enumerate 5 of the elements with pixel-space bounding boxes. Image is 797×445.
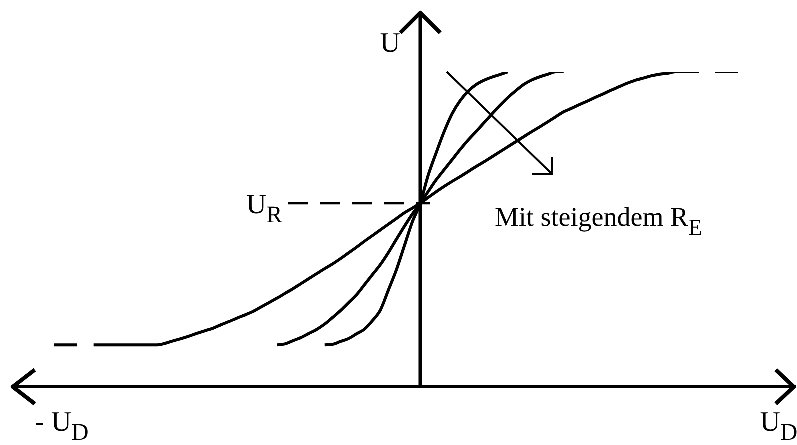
ref-line-label: U$_{R}$ (246, 189, 283, 228)
y-axis-title: U (380, 28, 400, 59)
x-tick-label: U$_{D}$ (760, 407, 797, 445)
x-tick-label: - U$_{D}$ (35, 407, 89, 445)
annotation: Mit steigendem R$_{E}$ (495, 202, 702, 240)
